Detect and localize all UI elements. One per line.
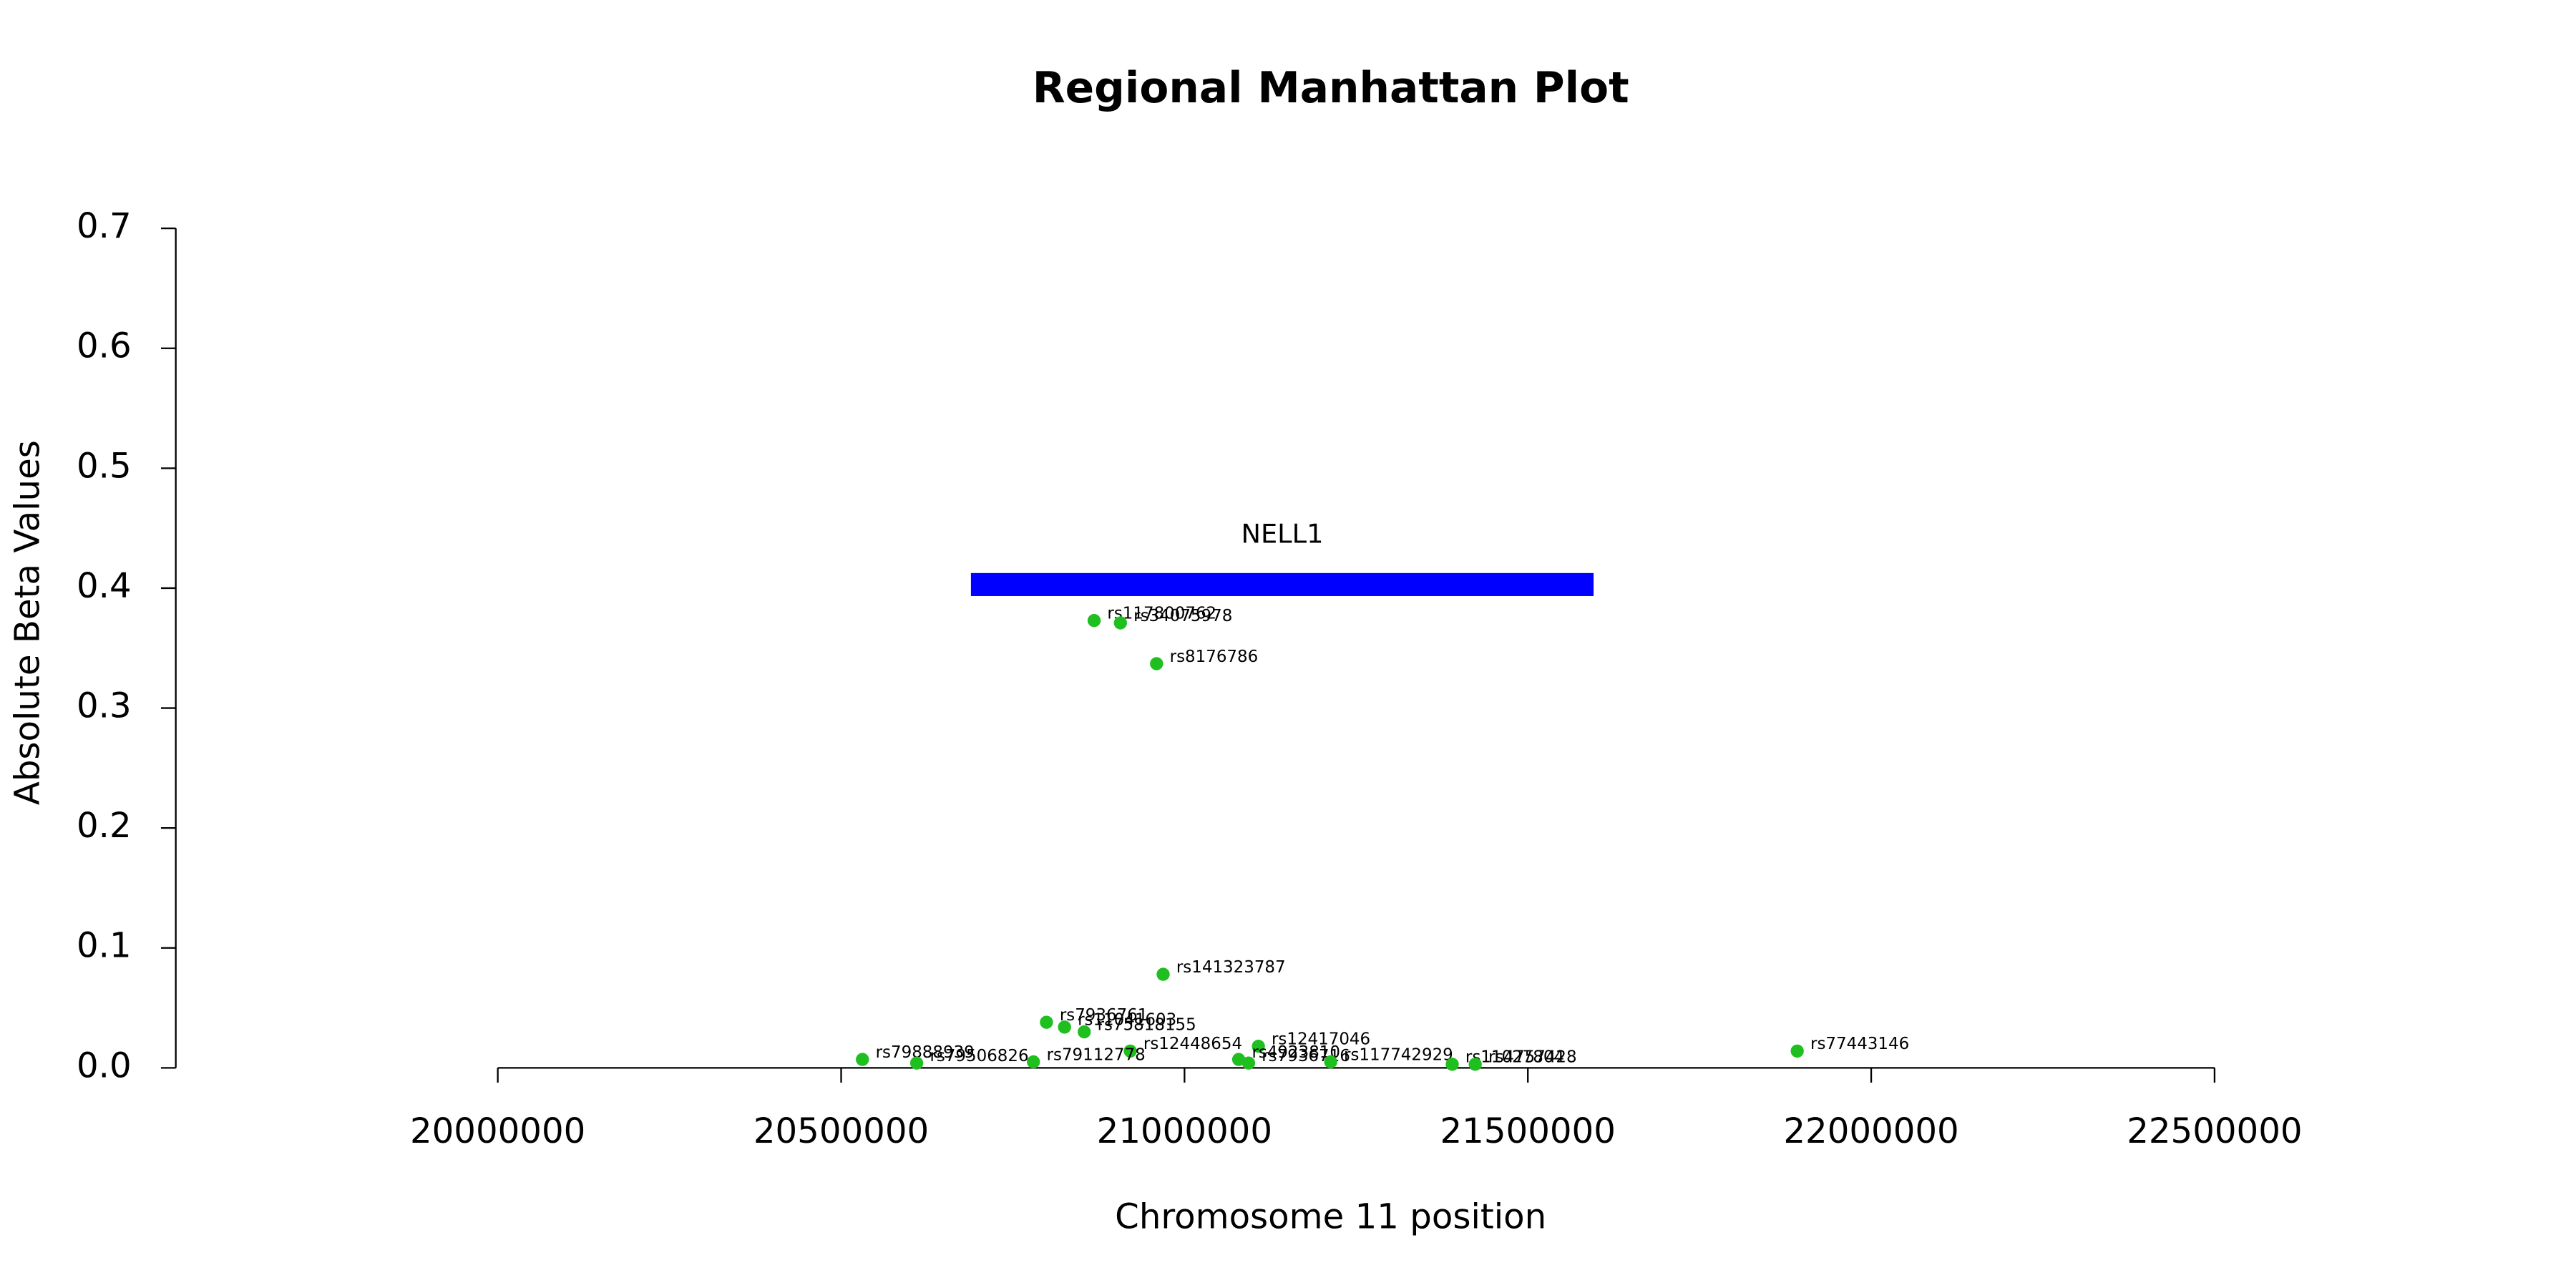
y-tick-label: 0.0 [77,1045,132,1085]
point-label: rs77443146 [1810,1035,1909,1053]
point [1324,1055,1337,1069]
point-label: rs79888939 [876,1043,975,1062]
y-axis-label: Absolute Beta Values [7,440,47,805]
chart-title: Regional Manhattan Plot [1033,64,1629,113]
y-tick-label: 0.4 [77,566,132,606]
point [909,1056,924,1070]
point [1087,614,1101,628]
y-tick-label: 0.1 [77,926,132,966]
point-label: rs117742929 [1344,1045,1453,1064]
point [1156,967,1170,981]
point [1027,1055,1040,1069]
point [1445,1058,1459,1071]
point-label: rs141323787 [1176,958,1286,977]
point-label: rs79112778 [1047,1045,1146,1064]
point [1241,1056,1256,1070]
point-label: rs11027804 [1465,1048,1564,1067]
point [1040,1015,1053,1029]
point-label: rs75818155 [1098,1015,1196,1034]
point [1231,1053,1246,1066]
point [1123,1044,1137,1058]
point-label: rs12448654 [1143,1035,1242,1053]
point [1790,1044,1804,1058]
point [1468,1058,1482,1071]
point [1252,1039,1265,1053]
point-label: rs4757428 [1488,1048,1577,1067]
point-label: rs11041603 [1078,1011,1176,1030]
gene-bar [970,572,1594,596]
point-label: rs79506826 [930,1047,1028,1065]
x-tick-label: 22500000 [2127,1111,2302,1151]
y-tick-label: 0.2 [77,806,132,846]
point [1078,1025,1091,1039]
point [1113,616,1128,630]
point [1150,657,1163,670]
y-tick-label: 0.5 [77,446,132,486]
x-tick-label: 21500000 [1440,1111,1616,1151]
point-label: rs8176786 [1170,648,1259,666]
point-label: rs12417046 [1272,1030,1370,1048]
x-tick-label: 21000000 [1097,1111,1272,1151]
point [856,1053,869,1066]
point-label: rs7936761 [1060,1006,1148,1025]
x-tick-label: 22000000 [1783,1111,1958,1151]
y-tick-label: 0.6 [77,326,132,366]
y-tick-label: 0.7 [77,206,132,246]
y-tick-label: 0.3 [77,686,132,726]
point-label: rs34075978 [1133,607,1232,625]
x-axis-label: Chromosome 11 position [1115,1197,1546,1237]
gene-label: NELL1 [1241,519,1323,550]
point [1058,1020,1071,1034]
x-tick-label: 20500000 [753,1111,929,1151]
x-tick-label: 20000000 [410,1111,585,1151]
